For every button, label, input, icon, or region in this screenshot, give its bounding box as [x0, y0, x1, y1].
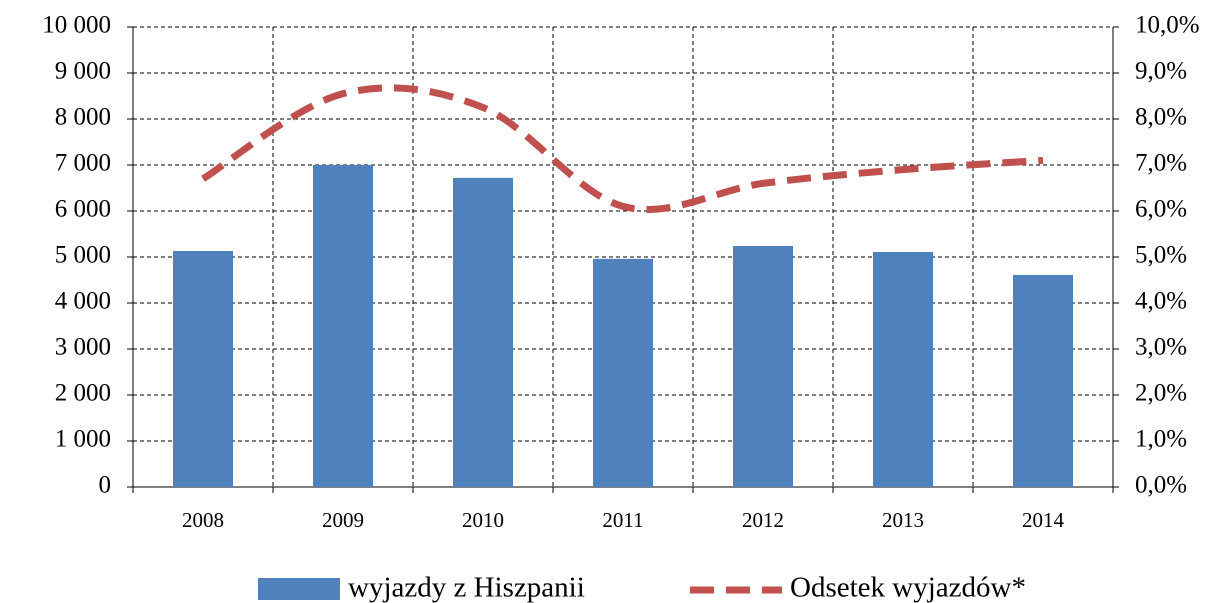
bar — [873, 251, 933, 487]
y-tick-label: 3 000 — [55, 334, 111, 361]
y2-tick-label: 3,0% — [1135, 334, 1187, 361]
bar — [453, 177, 513, 487]
y2-tick-label: 0,0% — [1135, 472, 1187, 499]
y-tick-label: 0 — [99, 472, 112, 499]
bar — [313, 165, 373, 487]
y-tick-label: 1 000 — [55, 426, 111, 453]
y2-tick-label: 1,0% — [1135, 426, 1187, 453]
y-tick-label: 7 000 — [55, 150, 111, 177]
x-tick-label: 2009 — [322, 508, 364, 532]
y-tick-label: 5 000 — [55, 242, 111, 269]
y2-tick-label: 8,0% — [1135, 104, 1187, 131]
bar — [733, 245, 793, 487]
y2-tick-label: 9,0% — [1135, 58, 1187, 85]
x-tick-label: 2008 — [182, 508, 224, 532]
x-tick-label: 2014 — [1022, 508, 1065, 532]
x-tick-label: 2010 — [462, 508, 504, 532]
y2-tick-label: 10,0% — [1135, 12, 1200, 39]
x-tick-label: 2013 — [882, 508, 924, 532]
y-tick-label: 10 000 — [42, 12, 111, 39]
y2-tick-label: 5,0% — [1135, 242, 1187, 269]
bar — [173, 251, 233, 487]
y-tick-label: 6 000 — [55, 196, 111, 223]
bar — [1013, 274, 1073, 487]
y2-tick-label: 4,0% — [1135, 288, 1187, 315]
y-tick-label: 8 000 — [55, 104, 111, 131]
legend-label: Odsetek wyjazdów* — [790, 572, 1026, 603]
line — [201, 84, 1044, 213]
y-tick-label: 4 000 — [55, 288, 111, 315]
y2-tick-label: 2,0% — [1135, 380, 1187, 407]
x-tick-label: 2011 — [602, 508, 643, 532]
y-tick-label: 2 000 — [55, 380, 111, 407]
legend-swatch — [258, 578, 340, 600]
y2-tick-label: 6,0% — [1135, 196, 1187, 223]
y2-tick-label: 7,0% — [1135, 150, 1187, 177]
x-tick-label: 2012 — [742, 508, 784, 532]
bar — [593, 258, 653, 487]
y-tick-label: 9 000 — [55, 58, 111, 85]
legend-label: wyjazdy z Hiszpanii — [348, 572, 585, 603]
